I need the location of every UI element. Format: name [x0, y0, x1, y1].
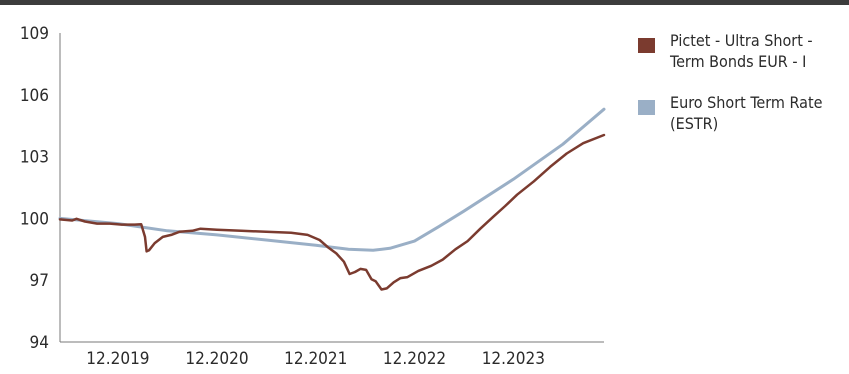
- legend-item-fund: Pictet - Ultra Short -Term Bonds EUR - I: [638, 30, 843, 72]
- x-tick-label: 12.2023: [482, 349, 545, 369]
- y-tick-label: 106: [20, 86, 49, 106]
- chart-axes: [59, 33, 604, 343]
- y-tick-label: 103: [20, 148, 49, 168]
- y-tick-label: 97: [30, 271, 49, 291]
- chart-series: [58, 107, 606, 291]
- legend-label-fund: Pictet - Ultra Short -Term Bonds EUR - I: [670, 31, 813, 71]
- y-tick-label: 100: [20, 209, 49, 229]
- y-tick-label: 94: [30, 333, 49, 353]
- x-tick-label: 12.2022: [383, 349, 446, 369]
- y-tick-label: 109: [20, 24, 49, 44]
- x-tick-label: 12.2021: [284, 349, 347, 369]
- x-tick-label: 12.2019: [86, 349, 149, 369]
- x-tick-label: 12.2020: [185, 349, 248, 369]
- chart-tick-labels: 94 97 100 103 106 109 12.2019 12.2020 12.2021 12.…: [20, 24, 545, 369]
- legend-item-estr: Euro Short Term Rate (ESTR): [638, 92, 843, 134]
- series-line-fund: [58, 133, 606, 291]
- chart-legend: Pictet - Ultra Short -Term Bonds EUR - I…: [638, 30, 843, 154]
- top-rule: [0, 0, 849, 5]
- legend-swatch-estr: [638, 100, 655, 115]
- legend-label-estr: Euro Short Term Rate (ESTR): [670, 93, 823, 133]
- legend-swatch-fund: [638, 38, 655, 53]
